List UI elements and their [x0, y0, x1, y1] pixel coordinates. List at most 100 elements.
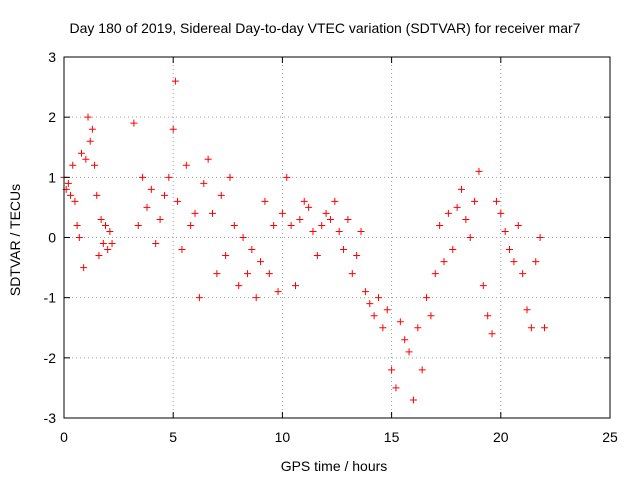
- data-point: [261, 197, 269, 205]
- data-point: [383, 306, 391, 314]
- data-point: [374, 294, 382, 302]
- data-point: [217, 191, 225, 199]
- data-point: [97, 215, 105, 223]
- data-point: [73, 221, 81, 229]
- data-point: [230, 221, 238, 229]
- data-point: [252, 294, 260, 302]
- data-point: [152, 240, 160, 248]
- data-point: [300, 197, 308, 205]
- data-point: [331, 197, 339, 205]
- data-point: [69, 161, 77, 169]
- data-point: [510, 258, 518, 266]
- data-point: [222, 252, 230, 260]
- data-point: [401, 336, 409, 344]
- grid-lines: [64, 57, 610, 418]
- data-point: [156, 215, 164, 223]
- x-tick-labels: 0 5 10 15 20 25: [60, 429, 618, 445]
- data-point: [147, 185, 155, 193]
- data-point: [95, 252, 103, 260]
- data-point: [322, 209, 330, 217]
- x-tick-label: 0: [60, 429, 68, 445]
- data-point: [130, 119, 138, 127]
- y-tick-label: 3: [48, 49, 56, 65]
- data-point: [466, 234, 474, 241]
- data-point: [540, 324, 548, 332]
- data-point: [488, 330, 496, 338]
- data-point: [108, 240, 116, 248]
- data-point: [436, 221, 444, 229]
- data-point: [174, 197, 182, 205]
- data-point: [457, 185, 465, 193]
- data-series: [60, 77, 548, 404]
- data-point: [462, 215, 470, 223]
- data-point: [270, 221, 278, 229]
- data-point: [440, 258, 448, 266]
- data-point: [71, 197, 79, 205]
- data-point: [357, 227, 365, 235]
- data-point: [475, 167, 483, 175]
- y-tick-label: 2: [48, 109, 56, 125]
- y-tick-label: -3: [44, 410, 57, 426]
- data-point: [274, 288, 282, 296]
- data-point: [423, 294, 431, 302]
- data-point: [366, 300, 374, 308]
- data-point: [134, 221, 142, 229]
- data-point: [82, 155, 90, 163]
- y-axis-title: SDTVAR / TECUs: [7, 184, 23, 296]
- data-point: [143, 203, 151, 211]
- x-tick-label: 15: [384, 429, 400, 445]
- y-tick-label: -1: [44, 290, 57, 306]
- data-point: [257, 258, 265, 266]
- x-tick-label: 5: [169, 429, 177, 445]
- data-point: [75, 234, 83, 241]
- data-point: [93, 191, 101, 199]
- data-point: [292, 282, 300, 290]
- data-point: [318, 221, 326, 229]
- data-point: [278, 209, 286, 217]
- data-point: [165, 173, 173, 181]
- data-point: [409, 396, 417, 404]
- data-point: [235, 282, 243, 290]
- data-point: [527, 324, 535, 332]
- data-point: [139, 173, 147, 181]
- axis-ticks: [63, 56, 611, 419]
- chart-title: Day 180 of 2019, Sidereal Day-to-day VTE…: [70, 20, 581, 36]
- data-point: [427, 312, 435, 320]
- data-point: [370, 312, 378, 320]
- data-point: [265, 270, 273, 278]
- y-tick-labels: -3 -2 -1 0 1 2 3: [44, 49, 57, 426]
- data-point: [64, 179, 72, 187]
- data-point: [335, 227, 343, 235]
- data-point: [405, 348, 413, 356]
- data-point: [200, 179, 208, 187]
- data-point: [91, 161, 99, 169]
- data-point: [213, 270, 221, 278]
- data-point: [287, 221, 295, 229]
- data-point: [84, 113, 92, 121]
- y-tick-label: 0: [48, 230, 56, 246]
- data-point: [106, 227, 114, 235]
- data-point: [226, 173, 234, 181]
- data-point: [248, 246, 256, 254]
- data-point: [353, 252, 361, 260]
- data-point: [67, 191, 75, 199]
- data-point: [104, 246, 112, 254]
- data-point: [182, 161, 190, 169]
- data-point: [536, 234, 544, 241]
- data-point: [506, 246, 514, 254]
- data-point: [195, 294, 203, 302]
- data-point: [80, 264, 88, 272]
- data-point: [418, 366, 426, 374]
- data-point: [414, 324, 422, 332]
- y-tick-label: 1: [48, 169, 56, 185]
- y-tick-label: -2: [44, 350, 57, 366]
- data-point: [431, 270, 439, 278]
- data-point: [344, 215, 352, 223]
- data-point: [479, 282, 487, 290]
- x-tick-label: 25: [602, 429, 618, 445]
- data-point: [191, 209, 199, 217]
- data-point: [392, 384, 400, 392]
- data-point: [204, 155, 212, 163]
